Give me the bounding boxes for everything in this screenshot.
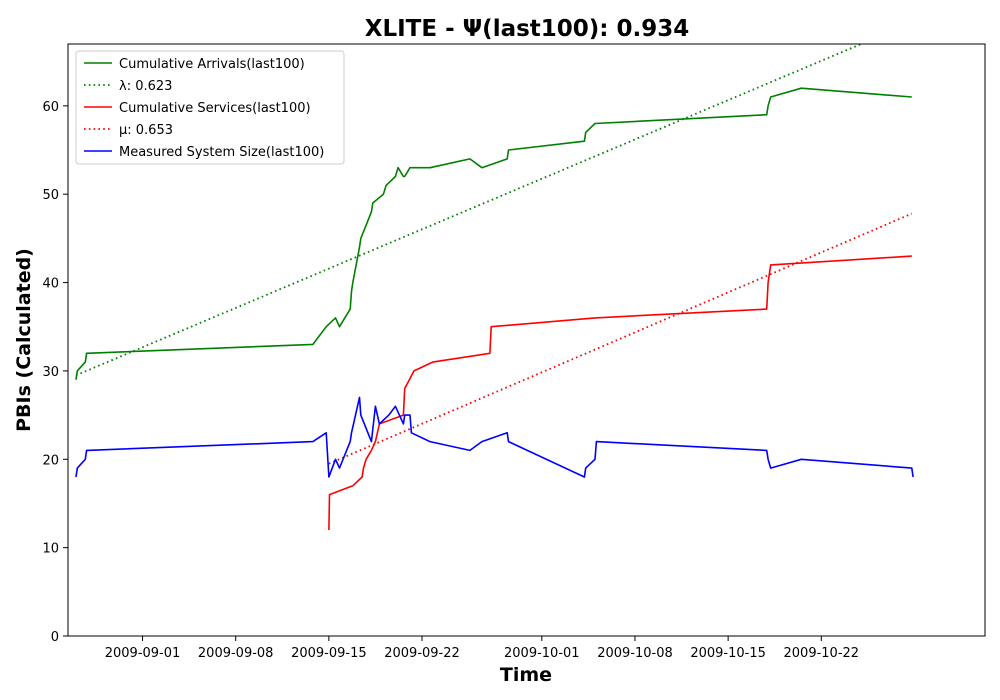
x-axis-title: Time bbox=[500, 664, 552, 686]
y-tick-label: 30 bbox=[42, 365, 59, 380]
legend-label: μ: 0.653 bbox=[119, 123, 173, 138]
legend-label: Cumulative Services(last100) bbox=[119, 101, 311, 116]
y-axis-title: PBIs (Calculated) bbox=[13, 248, 35, 432]
series-layer bbox=[75, 44, 914, 531]
legend-label: λ: 0.623 bbox=[119, 79, 172, 94]
series-line-3 bbox=[328, 212, 913, 465]
x-tick-label: 2009-09-15 bbox=[291, 646, 367, 661]
y-tick-label: 0 bbox=[51, 630, 59, 645]
x-tick-label: 2009-10-01 bbox=[504, 646, 580, 661]
chart-title: XLITE - Ψ(last100): 0.934 bbox=[365, 16, 690, 42]
x-tick-label: 2009-09-22 bbox=[384, 646, 460, 661]
legend: Cumulative Arrivals(last100) λ: 0.623 Cumu… bbox=[75, 50, 345, 165]
x-tick-label: 2009-10-22 bbox=[784, 646, 860, 661]
y-tick-label: 20 bbox=[42, 453, 59, 468]
y-tick-label: 40 bbox=[42, 277, 59, 292]
series-line-0 bbox=[75, 87, 912, 380]
series-line-2 bbox=[328, 255, 912, 531]
series-line-4 bbox=[75, 396, 914, 478]
x-tick-label: 2009-09-08 bbox=[198, 646, 274, 661]
legend-box bbox=[75, 50, 345, 165]
y-tick-label: 50 bbox=[42, 188, 59, 203]
x-tick-label: 2009-09-01 bbox=[105, 646, 181, 661]
x-tick-label: 2009-10-08 bbox=[597, 646, 673, 661]
y-tick-label: 60 bbox=[42, 100, 59, 115]
x-axis: 2009-09-01 2009-09-08 2009-09-15 2009-09-22… bbox=[105, 636, 859, 661]
y-axis: 0 10 20 30 40 50 60 bbox=[42, 100, 68, 645]
x-tick-label: 2009-10-15 bbox=[690, 646, 766, 661]
plot-frame bbox=[67, 43, 986, 637]
legend-label: Measured System Size(last100) bbox=[119, 145, 324, 160]
y-tick-label: 10 bbox=[42, 542, 59, 557]
legend-label: Cumulative Arrivals(last100) bbox=[119, 57, 305, 72]
legend-entries: Cumulative Arrivals(last100) λ: 0.623 Cumu… bbox=[84, 57, 324, 160]
